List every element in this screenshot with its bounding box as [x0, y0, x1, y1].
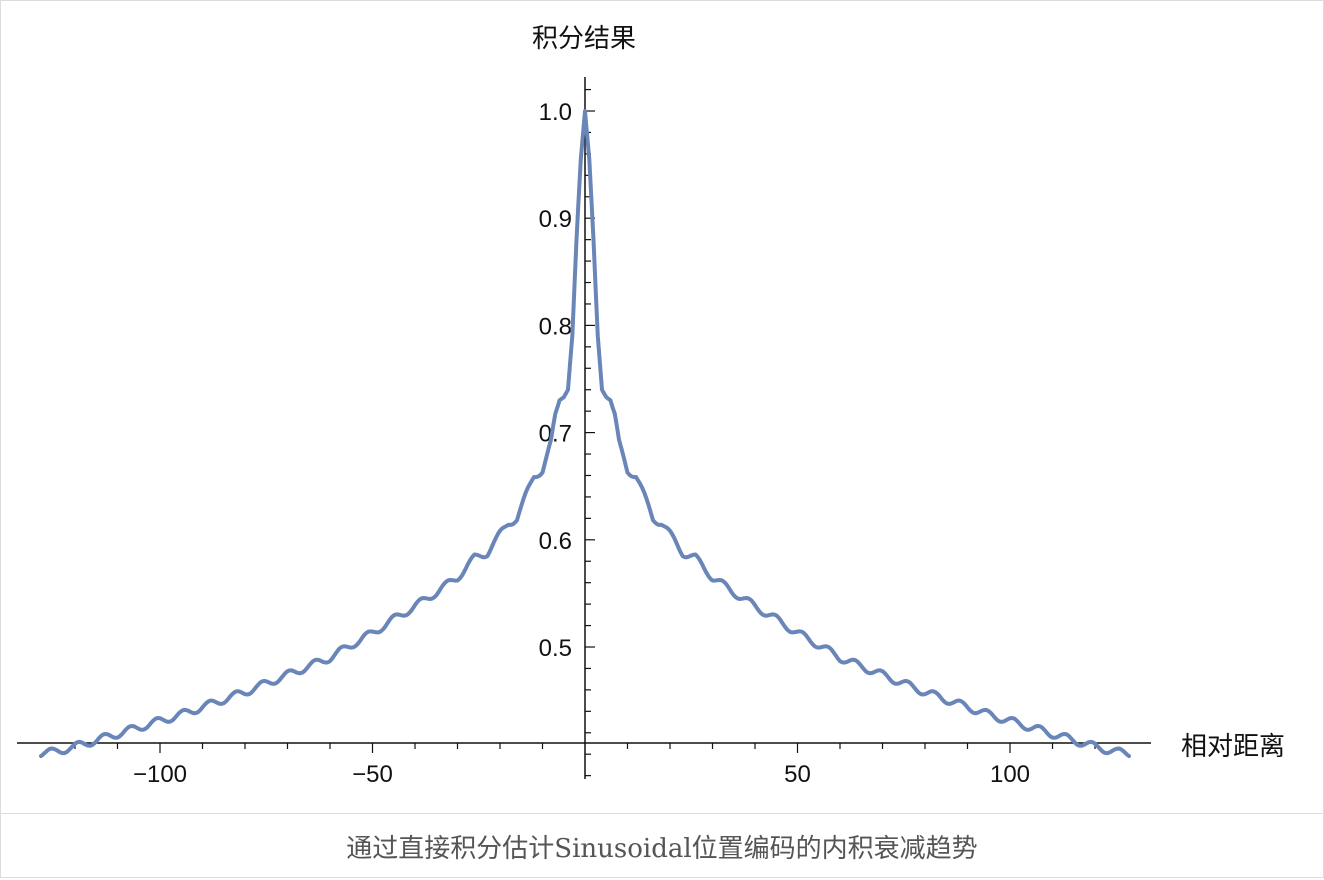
axes	[17, 77, 1151, 779]
x-tick-label: −100	[133, 761, 187, 788]
x-tick-label: 50	[784, 761, 811, 788]
y-tick-label: 1.0	[539, 99, 572, 126]
y-tick-label: 0.8	[539, 313, 572, 340]
ticks	[74, 88, 1096, 777]
y-tick-label: 0.9	[539, 206, 572, 233]
y-tick-label: 0.5	[539, 635, 572, 662]
y-axis-title: 积分结果	[532, 24, 636, 54]
caption-bar: 通过直接积分估计Sinusoidal位置编码的内积衰减趋势	[1, 813, 1323, 878]
figure-caption: 通过直接积分估计Sinusoidal位置编码的内积衰减趋势	[346, 833, 978, 864]
x-axis-title: 相对距离	[1181, 732, 1285, 762]
y-tick-label: 0.6	[539, 528, 572, 555]
x-tick-label: −50	[352, 761, 393, 788]
series-line	[39, 109, 1131, 759]
data-curve	[39, 109, 1131, 759]
x-tick-label: 100	[990, 761, 1030, 788]
